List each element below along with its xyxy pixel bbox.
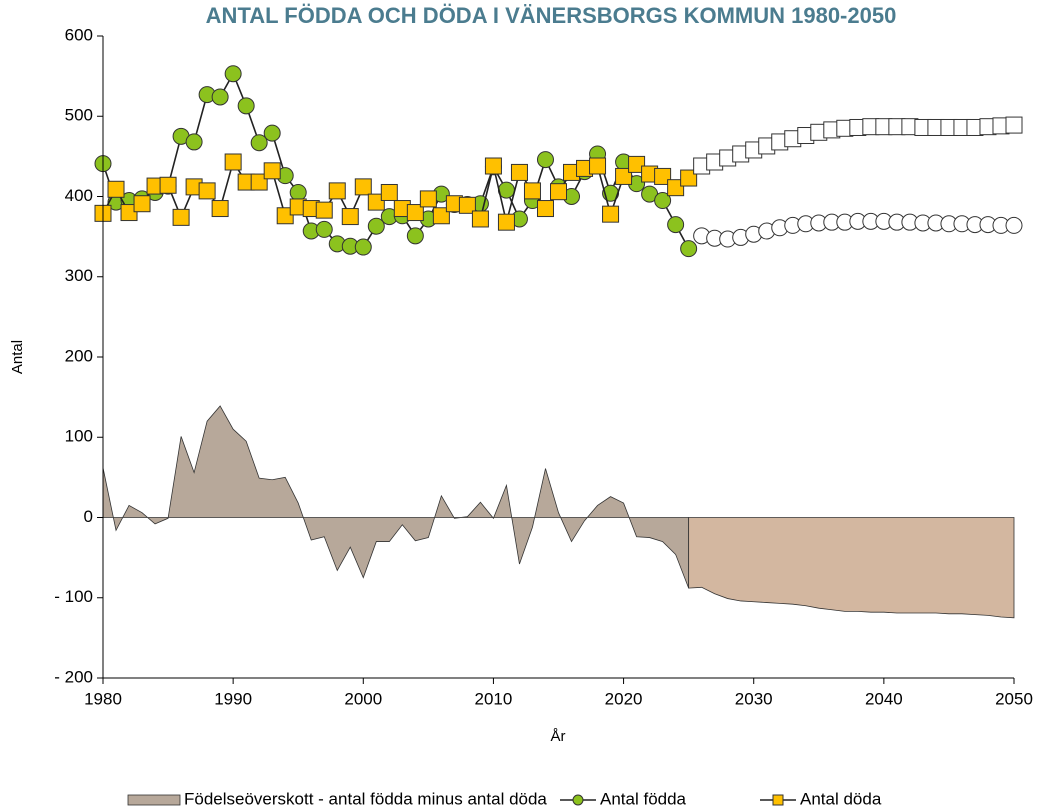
- marker: [354, 178, 372, 196]
- legend-swatch: [127, 794, 181, 806]
- x-tick-label: 2040: [865, 689, 903, 708]
- area: [102, 405, 690, 589]
- marker: [510, 163, 528, 181]
- x-tick-label: 1990: [214, 689, 252, 708]
- area: [688, 517, 1015, 619]
- marker: [667, 216, 685, 234]
- chart-title: ANTAL FÖDDA OCH DÖDA I VÄNERSBORGS KOMMU…: [206, 3, 897, 28]
- y-tick-label: 0: [84, 507, 93, 526]
- marker: [185, 133, 203, 151]
- marker: [419, 190, 437, 208]
- marker: [667, 179, 685, 197]
- legend-label: Födelseöverskott - antal födda minus ant…: [184, 789, 547, 808]
- y-tick-label: 100: [65, 427, 93, 446]
- legend-label: Antal döda: [800, 789, 882, 808]
- marker: [263, 124, 281, 142]
- legend-marker: [572, 794, 584, 806]
- marker: [198, 182, 216, 200]
- marker: [276, 207, 294, 225]
- x-tick-label: 2030: [735, 689, 773, 708]
- marker: [107, 180, 125, 198]
- x-tick-label: 1980: [84, 689, 122, 708]
- marker: [602, 205, 620, 223]
- marker: [680, 169, 698, 187]
- x-axis-label: År: [551, 728, 566, 745]
- marker: [432, 207, 450, 225]
- y-tick-label: - 200: [54, 667, 93, 686]
- marker: [536, 151, 554, 169]
- x-tick-label: 2050: [995, 689, 1033, 708]
- legend-label: Antal födda: [600, 789, 687, 808]
- marker: [211, 88, 229, 106]
- marker: [263, 162, 281, 180]
- marker: [1005, 216, 1023, 234]
- marker: [172, 208, 190, 226]
- marker: [120, 204, 138, 222]
- legend-marker: [772, 794, 784, 806]
- x-tick-label: 2000: [344, 689, 382, 708]
- marker: [550, 183, 567, 201]
- y-tick-label: 500: [65, 106, 93, 125]
- y-tick-label: 200: [65, 346, 93, 365]
- marker: [315, 220, 333, 238]
- y-tick-label: - 100: [54, 587, 93, 606]
- marker: [497, 213, 515, 231]
- y-axis-label: Antal: [9, 340, 26, 374]
- marker: [315, 201, 333, 219]
- marker: [211, 200, 229, 218]
- marker: [354, 238, 372, 256]
- marker: [367, 217, 385, 235]
- marker: [406, 204, 424, 222]
- marker: [484, 157, 502, 175]
- marker: [341, 208, 359, 226]
- marker: [654, 167, 672, 185]
- marker: [654, 192, 672, 210]
- y-tick-label: 400: [65, 186, 93, 205]
- marker: [458, 196, 476, 214]
- marker: [536, 200, 554, 218]
- marker: [224, 153, 242, 171]
- marker: [159, 176, 177, 194]
- marker: [224, 65, 242, 83]
- marker: [289, 183, 307, 201]
- x-tick-label: 2020: [605, 689, 643, 708]
- marker: [250, 134, 268, 152]
- marker: [615, 167, 633, 185]
- marker: [250, 173, 268, 191]
- marker: [406, 227, 424, 245]
- marker: [589, 157, 607, 175]
- marker: [1005, 116, 1023, 134]
- y-tick-label: 600: [65, 25, 93, 44]
- marker: [133, 195, 151, 213]
- marker: [628, 155, 646, 173]
- marker: [471, 210, 489, 228]
- marker: [367, 193, 385, 211]
- y-tick-label: 300: [65, 266, 93, 285]
- marker: [380, 183, 398, 201]
- marker: [680, 240, 698, 258]
- marker: [328, 182, 346, 200]
- x-tick-label: 2010: [475, 689, 513, 708]
- marker: [237, 97, 255, 115]
- marker: [523, 182, 541, 200]
